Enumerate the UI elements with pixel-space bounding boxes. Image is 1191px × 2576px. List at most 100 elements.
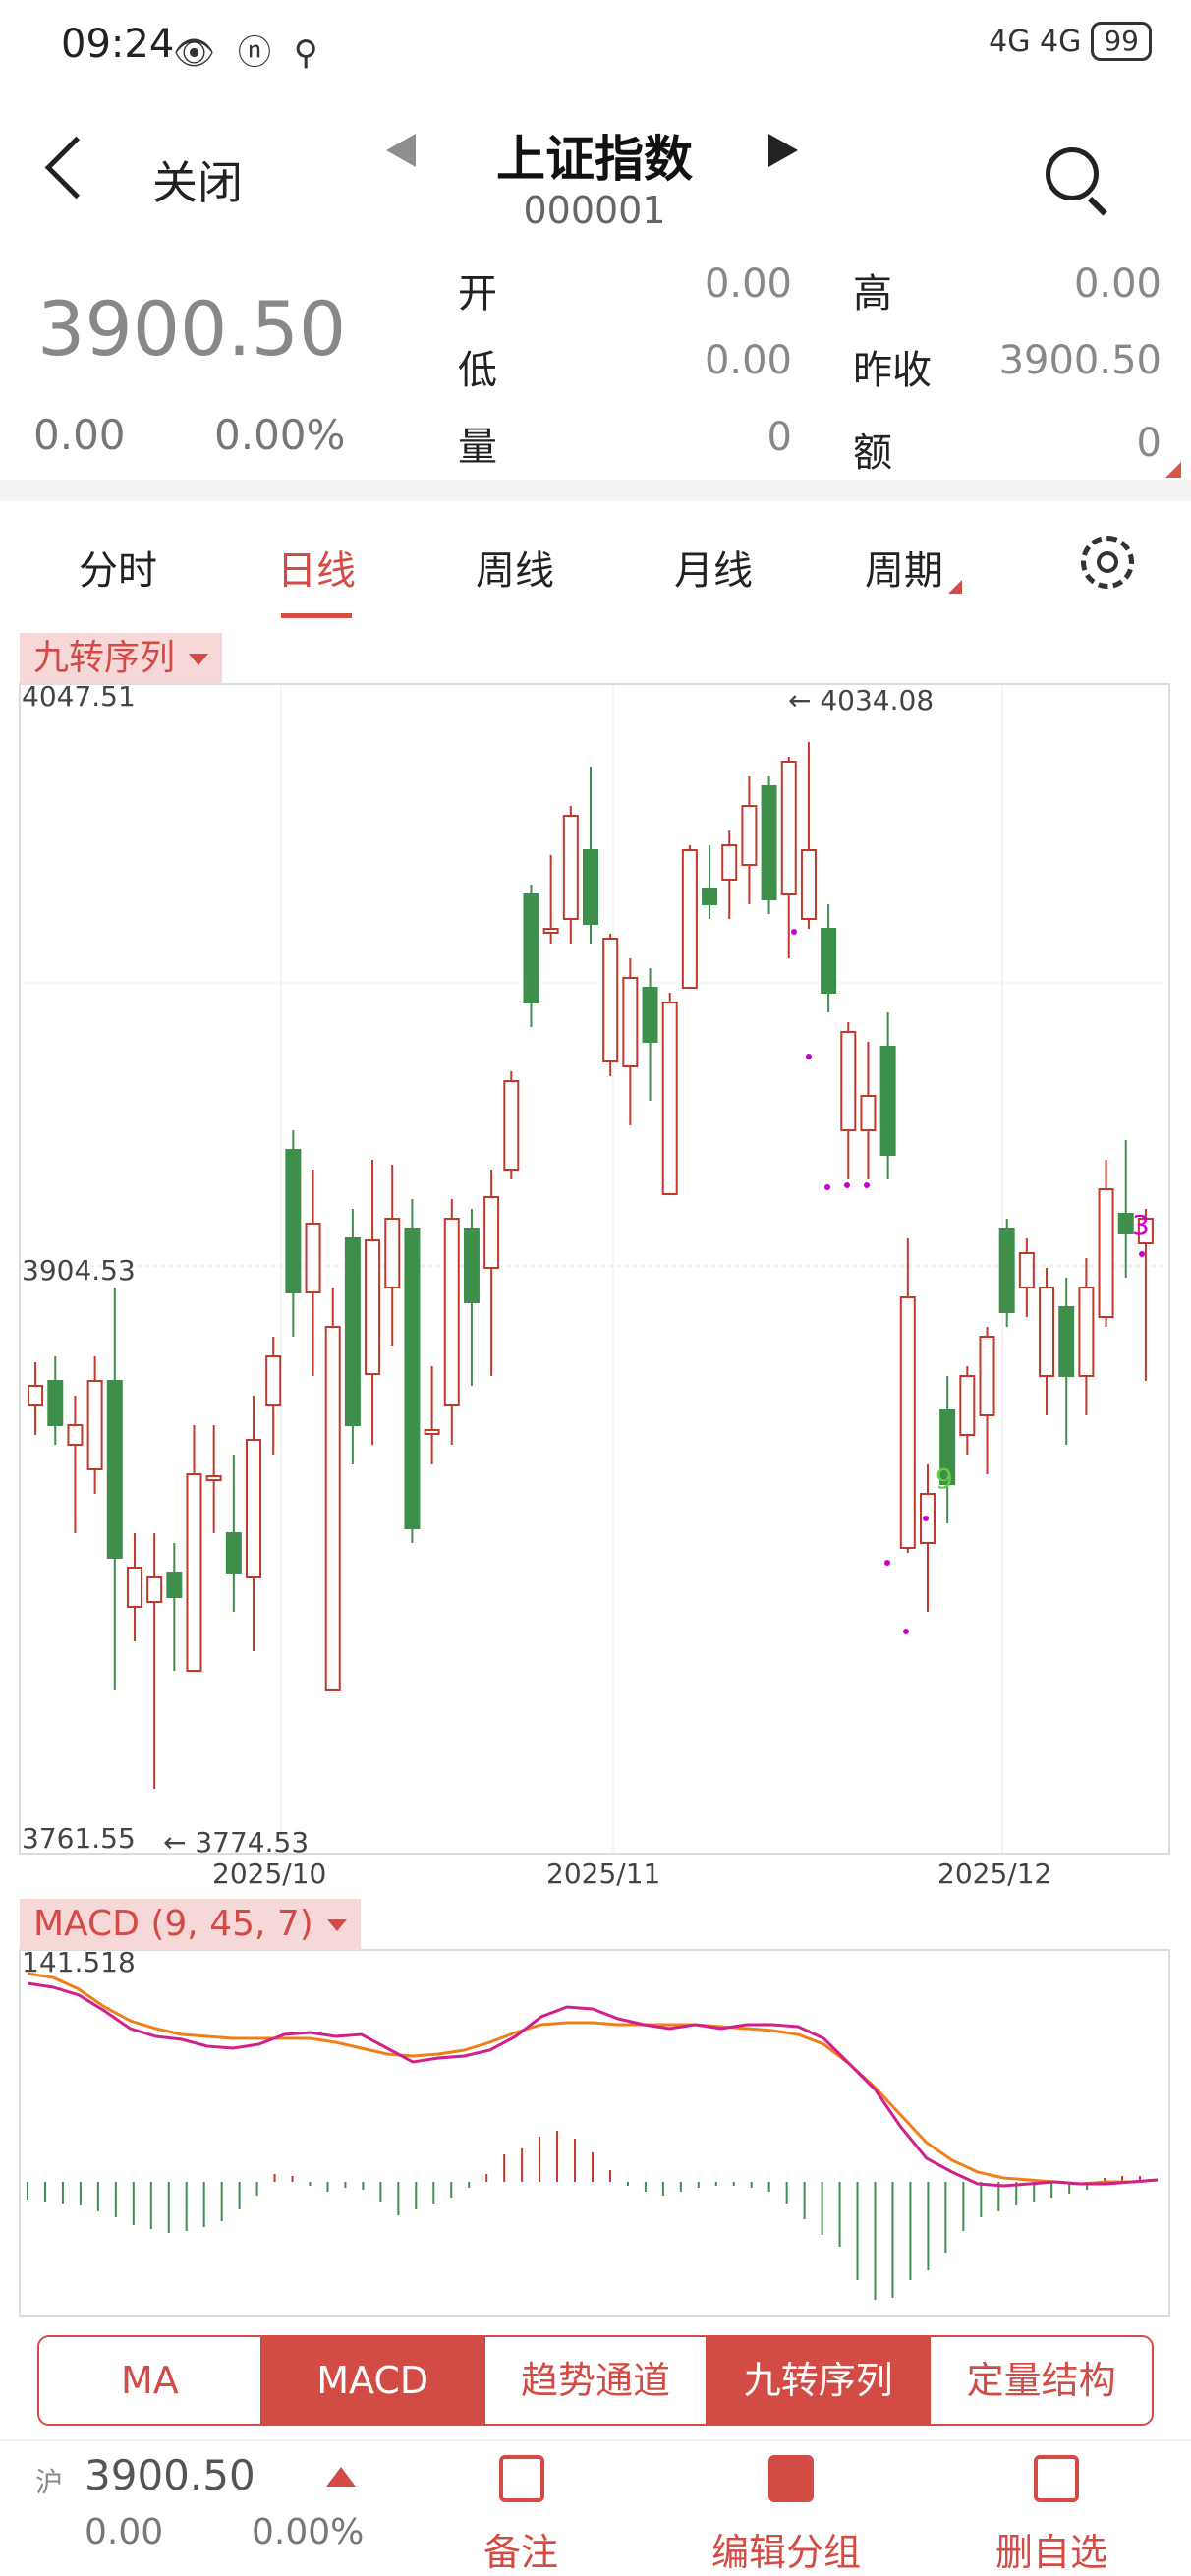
open-label: 开 (458, 271, 497, 316)
nine-dot (824, 1184, 830, 1190)
note-button[interactable]: 备注 (482, 2531, 558, 2574)
chevron-down-icon (326, 1919, 347, 1931)
price-change: 0.00 (33, 411, 126, 459)
amount-label: 额 (853, 430, 892, 476)
quant-structure-button[interactable]: 定量结构 (931, 2337, 1152, 2424)
next-stock-icon[interactable] (768, 134, 798, 167)
battery-icon: 99 (1091, 22, 1152, 61)
candle-body (384, 1218, 401, 1288)
divider (0, 480, 1191, 501)
main-indicator-selector[interactable]: 九转序列 (20, 633, 223, 684)
status-right: 4G 4G 99 (989, 22, 1152, 61)
y-mid-label: 3904.53 (22, 1254, 136, 1287)
high-label: 高 (853, 271, 892, 316)
footer-bar (0, 2439, 1191, 2573)
candle-body (166, 1572, 183, 1598)
edit-group-icon[interactable] (768, 2455, 814, 2502)
candle-body (721, 844, 738, 881)
sub-indicator-label: MACD (9, 45, 7) (33, 1904, 313, 1944)
candle-body (225, 1532, 242, 1574)
volume-value: 0 (766, 415, 792, 460)
candle-body (642, 987, 658, 1043)
sub-indicator-selector[interactable]: MACD (9, 45, 7) (20, 1899, 361, 1950)
candle-body (780, 761, 797, 895)
nine-dot (923, 1516, 929, 1521)
nine-dot (884, 1560, 890, 1566)
expand-corner-icon[interactable] (1165, 462, 1181, 478)
stock-name: 上证指数 (496, 131, 693, 188)
low-label: 低 (458, 348, 497, 393)
candle-body (106, 1380, 123, 1559)
candle-body (1117, 1213, 1134, 1234)
status-time: 09:24 (61, 22, 175, 67)
candle-body (583, 849, 598, 925)
candle-body (562, 815, 579, 920)
chevron-down-icon (189, 654, 209, 665)
candle-body (146, 1576, 163, 1603)
kline-frame (19, 683, 1170, 1855)
high-marker: ← 4034.08 (788, 684, 935, 716)
candle-body (404, 1228, 421, 1529)
kline-marks (791, 929, 1145, 1634)
candle-body (1078, 1287, 1095, 1377)
candle-body (1018, 1252, 1035, 1288)
prev-stock-icon[interactable] (386, 134, 416, 167)
candle-body (840, 1031, 857, 1131)
remove-watchlist-button[interactable]: 删自选 (994, 2531, 1107, 2574)
three-count-label: 3 (1132, 1209, 1150, 1241)
candle-body (246, 1439, 262, 1578)
note-icon[interactable] (499, 2455, 544, 2502)
y-top-label: 4047.51 (22, 680, 136, 713)
x-label-nov: 2025/11 (546, 1858, 661, 1890)
kline-candles (28, 742, 1154, 1789)
ma-button[interactable]: MA (39, 2337, 262, 2424)
candle-body (1098, 1188, 1114, 1318)
candle-body (959, 1375, 976, 1436)
macd-frame (19, 1949, 1170, 2317)
candle-body (741, 805, 758, 866)
search-icon[interactable] (1046, 147, 1099, 200)
tab-period[interactable]: 周期 (865, 548, 943, 594)
candle-body (265, 1355, 282, 1406)
footer-change: 0.00 (85, 2512, 164, 2552)
macd-button[interactable]: MACD (261, 2337, 485, 2424)
candle-body (285, 1149, 302, 1293)
low-value: 0.00 (704, 338, 792, 383)
candle-body (28, 1385, 44, 1406)
tab-intraday[interactable]: 分时 (79, 548, 157, 594)
candle-body (365, 1239, 381, 1375)
x-label-dec: 2025/12 (937, 1858, 1052, 1890)
footer-change-pct: 0.00% (252, 2512, 365, 2552)
candle-body (424, 1429, 440, 1435)
market-label: 沪 (35, 2466, 64, 2498)
tab-monthly[interactable]: 月线 (674, 548, 753, 594)
tab-weekly[interactable]: 周线 (476, 548, 554, 594)
current-price: 3900.50 (37, 285, 347, 372)
price-change-pct: 0.00% (214, 411, 346, 459)
edit-group-button[interactable]: 编辑分组 (710, 2531, 861, 2574)
nine-dot (844, 1182, 850, 1188)
candle-body (542, 928, 559, 934)
tab-daily[interactable]: 日线 (277, 548, 356, 594)
candle-body (86, 1380, 103, 1470)
status-bar: 09:24 👁 ⓝ ⚲ 4G 4G 99 (0, 0, 1191, 98)
candle-body (899, 1296, 916, 1549)
candle-body (800, 849, 817, 920)
candle-body (483, 1196, 500, 1269)
candle-body (879, 1046, 896, 1156)
kline-chart[interactable] (0, 0, 1191, 2359)
period-corner-icon (948, 580, 962, 594)
remove-watchlist-icon[interactable] (1034, 2455, 1079, 2502)
candle-body (463, 1228, 480, 1303)
candle-body (126, 1567, 142, 1608)
close-button[interactable]: 关闭 (152, 156, 243, 209)
nine-sequence-button[interactable]: 九转序列 (708, 2337, 932, 2424)
candle-body (998, 1228, 1015, 1313)
main-indicator-label: 九转序列 (33, 638, 176, 678)
nine-dot (791, 929, 797, 935)
gear-icon[interactable] (1081, 536, 1134, 589)
prev-close-label: 昨收 (853, 348, 932, 393)
candle-body (979, 1336, 995, 1416)
nine-dot (864, 1182, 870, 1188)
trend-channel-button[interactable]: 趋势通道 (484, 2337, 709, 2424)
